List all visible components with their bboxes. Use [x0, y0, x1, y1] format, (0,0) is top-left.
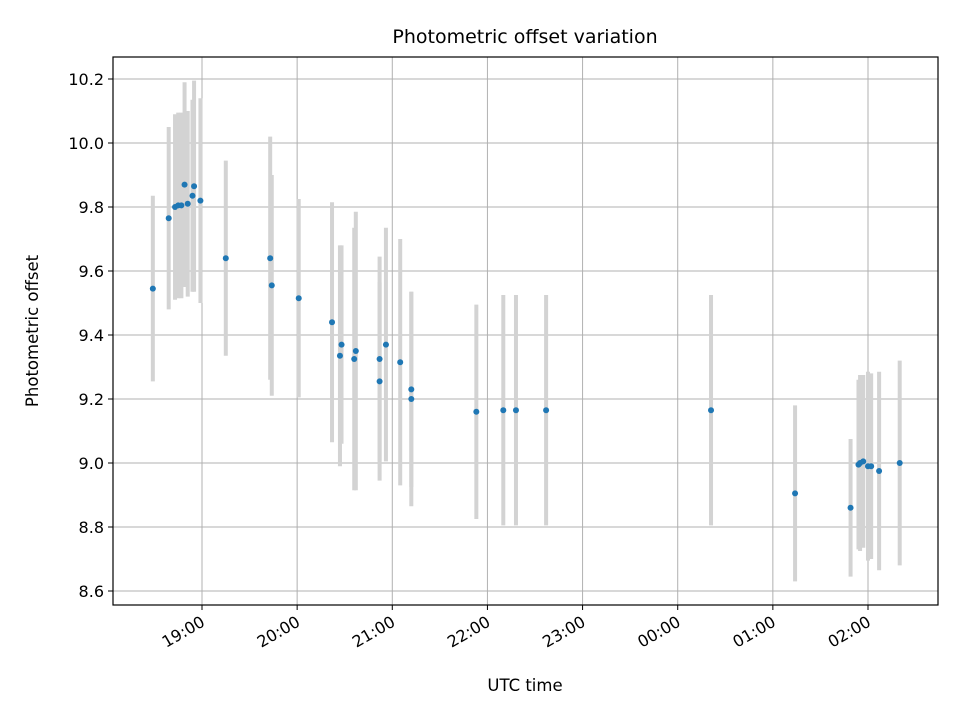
- data-points: [149, 181, 903, 511]
- data-point: [329, 319, 336, 326]
- data-point: [868, 463, 875, 470]
- data-point: [860, 458, 867, 465]
- data-point: [397, 359, 404, 366]
- chart-title: Photometric offset variation: [392, 26, 657, 48]
- data-point: [473, 408, 480, 415]
- y-axis-label: Photometric offset: [23, 254, 42, 407]
- y-tick-label: 8.6: [79, 582, 104, 601]
- data-point: [197, 197, 204, 204]
- data-point: [376, 356, 383, 362]
- data-point: [222, 255, 229, 262]
- y-tick-label: 8.8: [79, 518, 104, 537]
- y-tick-label: 9.4: [79, 326, 104, 345]
- data-point: [376, 378, 383, 385]
- y-tick-label: 9.8: [79, 198, 104, 217]
- plot-frame: [112, 56, 939, 606]
- data-point: [338, 341, 345, 348]
- data-point: [408, 386, 415, 393]
- data-point: [708, 407, 715, 414]
- data-point: [500, 407, 507, 414]
- y-tick-label: 9.6: [79, 262, 104, 281]
- data-point: [267, 255, 274, 262]
- data-point: [181, 181, 188, 188]
- data-point: [165, 215, 172, 222]
- data-point: [876, 468, 883, 474]
- data-point: [543, 407, 550, 414]
- y-tick-label: 9.0: [79, 454, 104, 473]
- data-point: [295, 295, 302, 302]
- data-point: [149, 285, 156, 292]
- data-point: [184, 200, 191, 207]
- data-point: [847, 504, 854, 511]
- y-tick-label: 9.2: [79, 390, 104, 409]
- data-point: [408, 396, 415, 402]
- data-point: [792, 490, 799, 497]
- grid: [113, 57, 938, 605]
- y-tick-label: 10.0: [68, 134, 104, 153]
- data-point: [896, 460, 903, 466]
- data-point: [178, 202, 185, 209]
- data-point: [351, 356, 358, 362]
- y-tick-label: 10.2: [68, 70, 104, 89]
- x-axis-label: UTC time: [487, 676, 562, 695]
- data-point: [336, 352, 343, 359]
- data-point: [382, 341, 389, 348]
- data-point: [512, 407, 519, 414]
- data-point: [191, 183, 198, 190]
- data-point: [352, 348, 359, 354]
- data-point: [189, 192, 196, 199]
- data-point: [268, 282, 275, 289]
